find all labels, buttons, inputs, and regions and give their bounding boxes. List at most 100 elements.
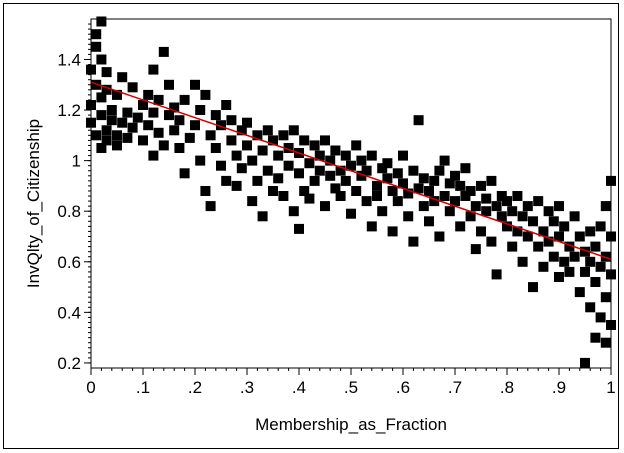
data-point — [434, 165, 445, 176]
data-point — [595, 312, 606, 323]
data-point — [158, 140, 169, 151]
data-point — [309, 140, 320, 151]
data-point — [91, 130, 102, 141]
y-tick-label: 0.8 — [57, 202, 81, 221]
data-point — [387, 186, 398, 196]
x-tick-label: .9 — [552, 378, 566, 397]
data-point — [122, 107, 133, 118]
data-point — [221, 175, 232, 186]
data-point — [143, 89, 154, 100]
data-point — [507, 241, 518, 252]
data-point — [101, 67, 112, 78]
data-point — [444, 206, 455, 217]
data-point — [502, 221, 512, 232]
data-point — [304, 158, 315, 169]
data-point — [470, 244, 481, 255]
data-point — [247, 196, 258, 207]
data-point — [548, 216, 559, 227]
data-point — [174, 143, 185, 153]
data-point — [600, 292, 611, 303]
x-tick-label: .7 — [448, 378, 462, 397]
data-point — [538, 226, 549, 237]
data-point — [252, 175, 263, 186]
data-point — [273, 173, 284, 184]
y-tick-label: 0.2 — [57, 354, 81, 373]
data-point — [127, 122, 138, 133]
data-point — [543, 206, 554, 217]
data-point — [460, 191, 471, 201]
data-point — [522, 231, 533, 242]
plot-area-border — [90, 18, 612, 369]
data-point — [476, 226, 486, 237]
data-point — [138, 135, 148, 146]
data-point — [372, 191, 382, 201]
data-point — [356, 155, 367, 166]
data-point — [122, 132, 133, 143]
data-point — [413, 115, 424, 126]
data-point — [294, 168, 304, 179]
data-point — [356, 170, 367, 181]
data-point — [585, 256, 596, 267]
data-point — [153, 94, 164, 105]
x-tick-label: 1 — [606, 378, 615, 397]
y-tick-label: 0.6 — [57, 253, 81, 272]
data-point — [283, 160, 294, 171]
data-point — [574, 287, 585, 298]
data-point — [96, 92, 107, 103]
data-point — [465, 211, 476, 222]
data-point — [96, 16, 107, 27]
data-point — [595, 261, 606, 272]
data-point — [106, 115, 117, 126]
fit-line — [90, 81, 612, 260]
data-point — [377, 163, 388, 174]
data-point — [528, 216, 538, 227]
data-point — [247, 155, 258, 166]
data-point — [148, 150, 159, 161]
data-point — [486, 236, 497, 247]
data-point — [366, 221, 377, 232]
data-point — [169, 125, 180, 136]
data-point — [288, 125, 299, 136]
data-point — [382, 158, 393, 169]
data-point — [200, 186, 211, 196]
data-point — [455, 221, 466, 232]
data-point — [439, 191, 450, 201]
y-axis-label: InvQlty_of_Citizenship — [24, 119, 43, 288]
data-point — [580, 246, 590, 257]
data-point — [377, 206, 388, 217]
data-point — [559, 221, 570, 232]
data-point — [288, 206, 299, 217]
data-point — [522, 201, 533, 212]
data-point — [403, 211, 414, 222]
data-point — [361, 196, 372, 207]
data-point — [392, 196, 403, 207]
chart-frame — [3, 3, 619, 449]
data-point — [205, 201, 216, 212]
data-point — [372, 180, 382, 191]
data-point — [429, 175, 440, 186]
data-point — [143, 120, 154, 131]
data-point — [283, 143, 294, 153]
data-point — [450, 170, 460, 181]
data-point — [335, 191, 346, 201]
x-tick-label: .4 — [292, 378, 306, 397]
data-point — [361, 165, 372, 176]
data-point — [91, 41, 102, 52]
x-tick-label: .6 — [396, 378, 410, 397]
axes: 0 .1 .2 .3 .4 .5 .6 .7 .8 .9 1 0.2 0.4 0.6 0.8 1 1.2 1.4 — [57, 18, 616, 397]
data-point — [153, 127, 164, 138]
data-point — [335, 165, 346, 176]
data-point — [210, 110, 221, 121]
data-point — [564, 241, 575, 252]
data-point — [434, 231, 445, 242]
data-point — [242, 140, 252, 151]
data-point — [559, 256, 570, 267]
data-point — [398, 178, 408, 189]
data-point — [491, 201, 502, 212]
data-point — [231, 150, 242, 161]
data-point — [340, 175, 351, 186]
data-point — [278, 130, 289, 141]
data-point — [190, 79, 200, 90]
data-point — [548, 251, 559, 262]
